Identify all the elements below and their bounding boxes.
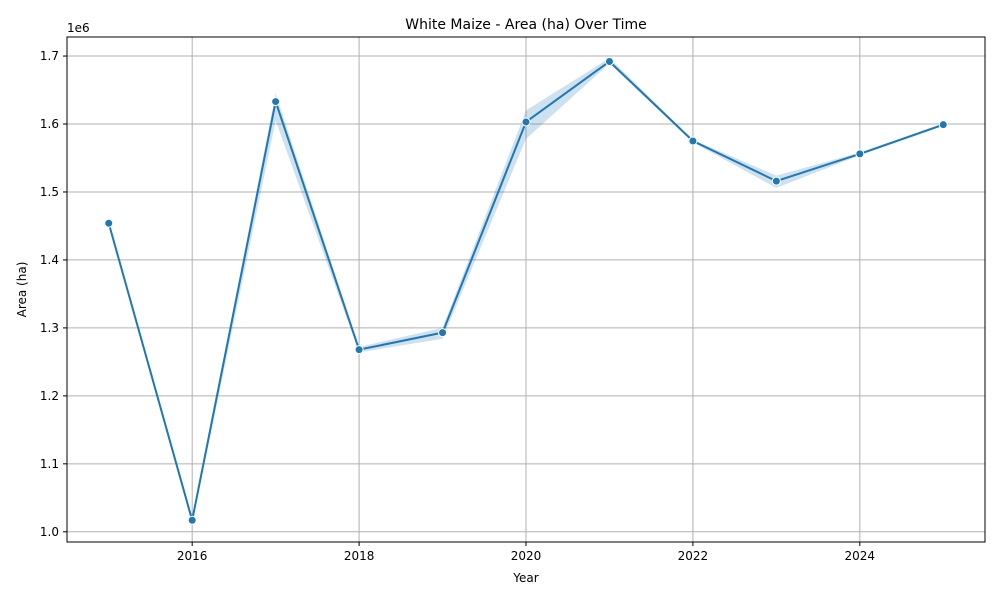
data-point xyxy=(187,515,197,525)
x-tick-label: 2020 xyxy=(511,549,542,563)
y-axis-label: Area (ha) xyxy=(15,262,29,318)
x-tick-label: 2018 xyxy=(344,549,375,563)
y-tick-label: 1.7 xyxy=(40,49,59,63)
data-point-layer xyxy=(104,56,948,525)
grid xyxy=(67,37,985,542)
y-tick-label: 1.1 xyxy=(40,457,59,471)
y-axis-ticks: 1.0 1.1 1.2 1.3 1.4 1.5 1.6 1.7 xyxy=(40,49,67,539)
x-tick-label: 2024 xyxy=(845,549,876,563)
x-axis-label: Year xyxy=(512,571,538,585)
data-point xyxy=(438,328,448,338)
data-point xyxy=(771,176,781,186)
x-axis-ticks: 2016 2018 2020 2022 2024 xyxy=(177,542,875,563)
y-tick-label: 1.2 xyxy=(40,389,59,403)
data-point xyxy=(104,218,114,228)
data-point xyxy=(354,345,364,355)
y-tick-label: 1.0 xyxy=(40,525,59,539)
y-tick-label: 1.3 xyxy=(40,321,59,335)
x-tick-label: 2016 xyxy=(177,549,208,563)
x-tick-label: 2022 xyxy=(678,549,709,563)
y-tick-label: 1.5 xyxy=(40,185,59,199)
y-axis-offset-label: 1e6 xyxy=(67,21,90,35)
y-tick-label: 1.6 xyxy=(40,117,59,131)
data-point xyxy=(521,117,531,127)
data-point xyxy=(938,120,948,130)
data-point xyxy=(855,149,865,159)
data-point xyxy=(271,97,281,107)
y-tick-label: 1.4 xyxy=(40,253,59,267)
data-point xyxy=(604,56,614,66)
data-point xyxy=(688,136,698,146)
chart-title: White Maize - Area (ha) Over Time xyxy=(405,17,647,33)
